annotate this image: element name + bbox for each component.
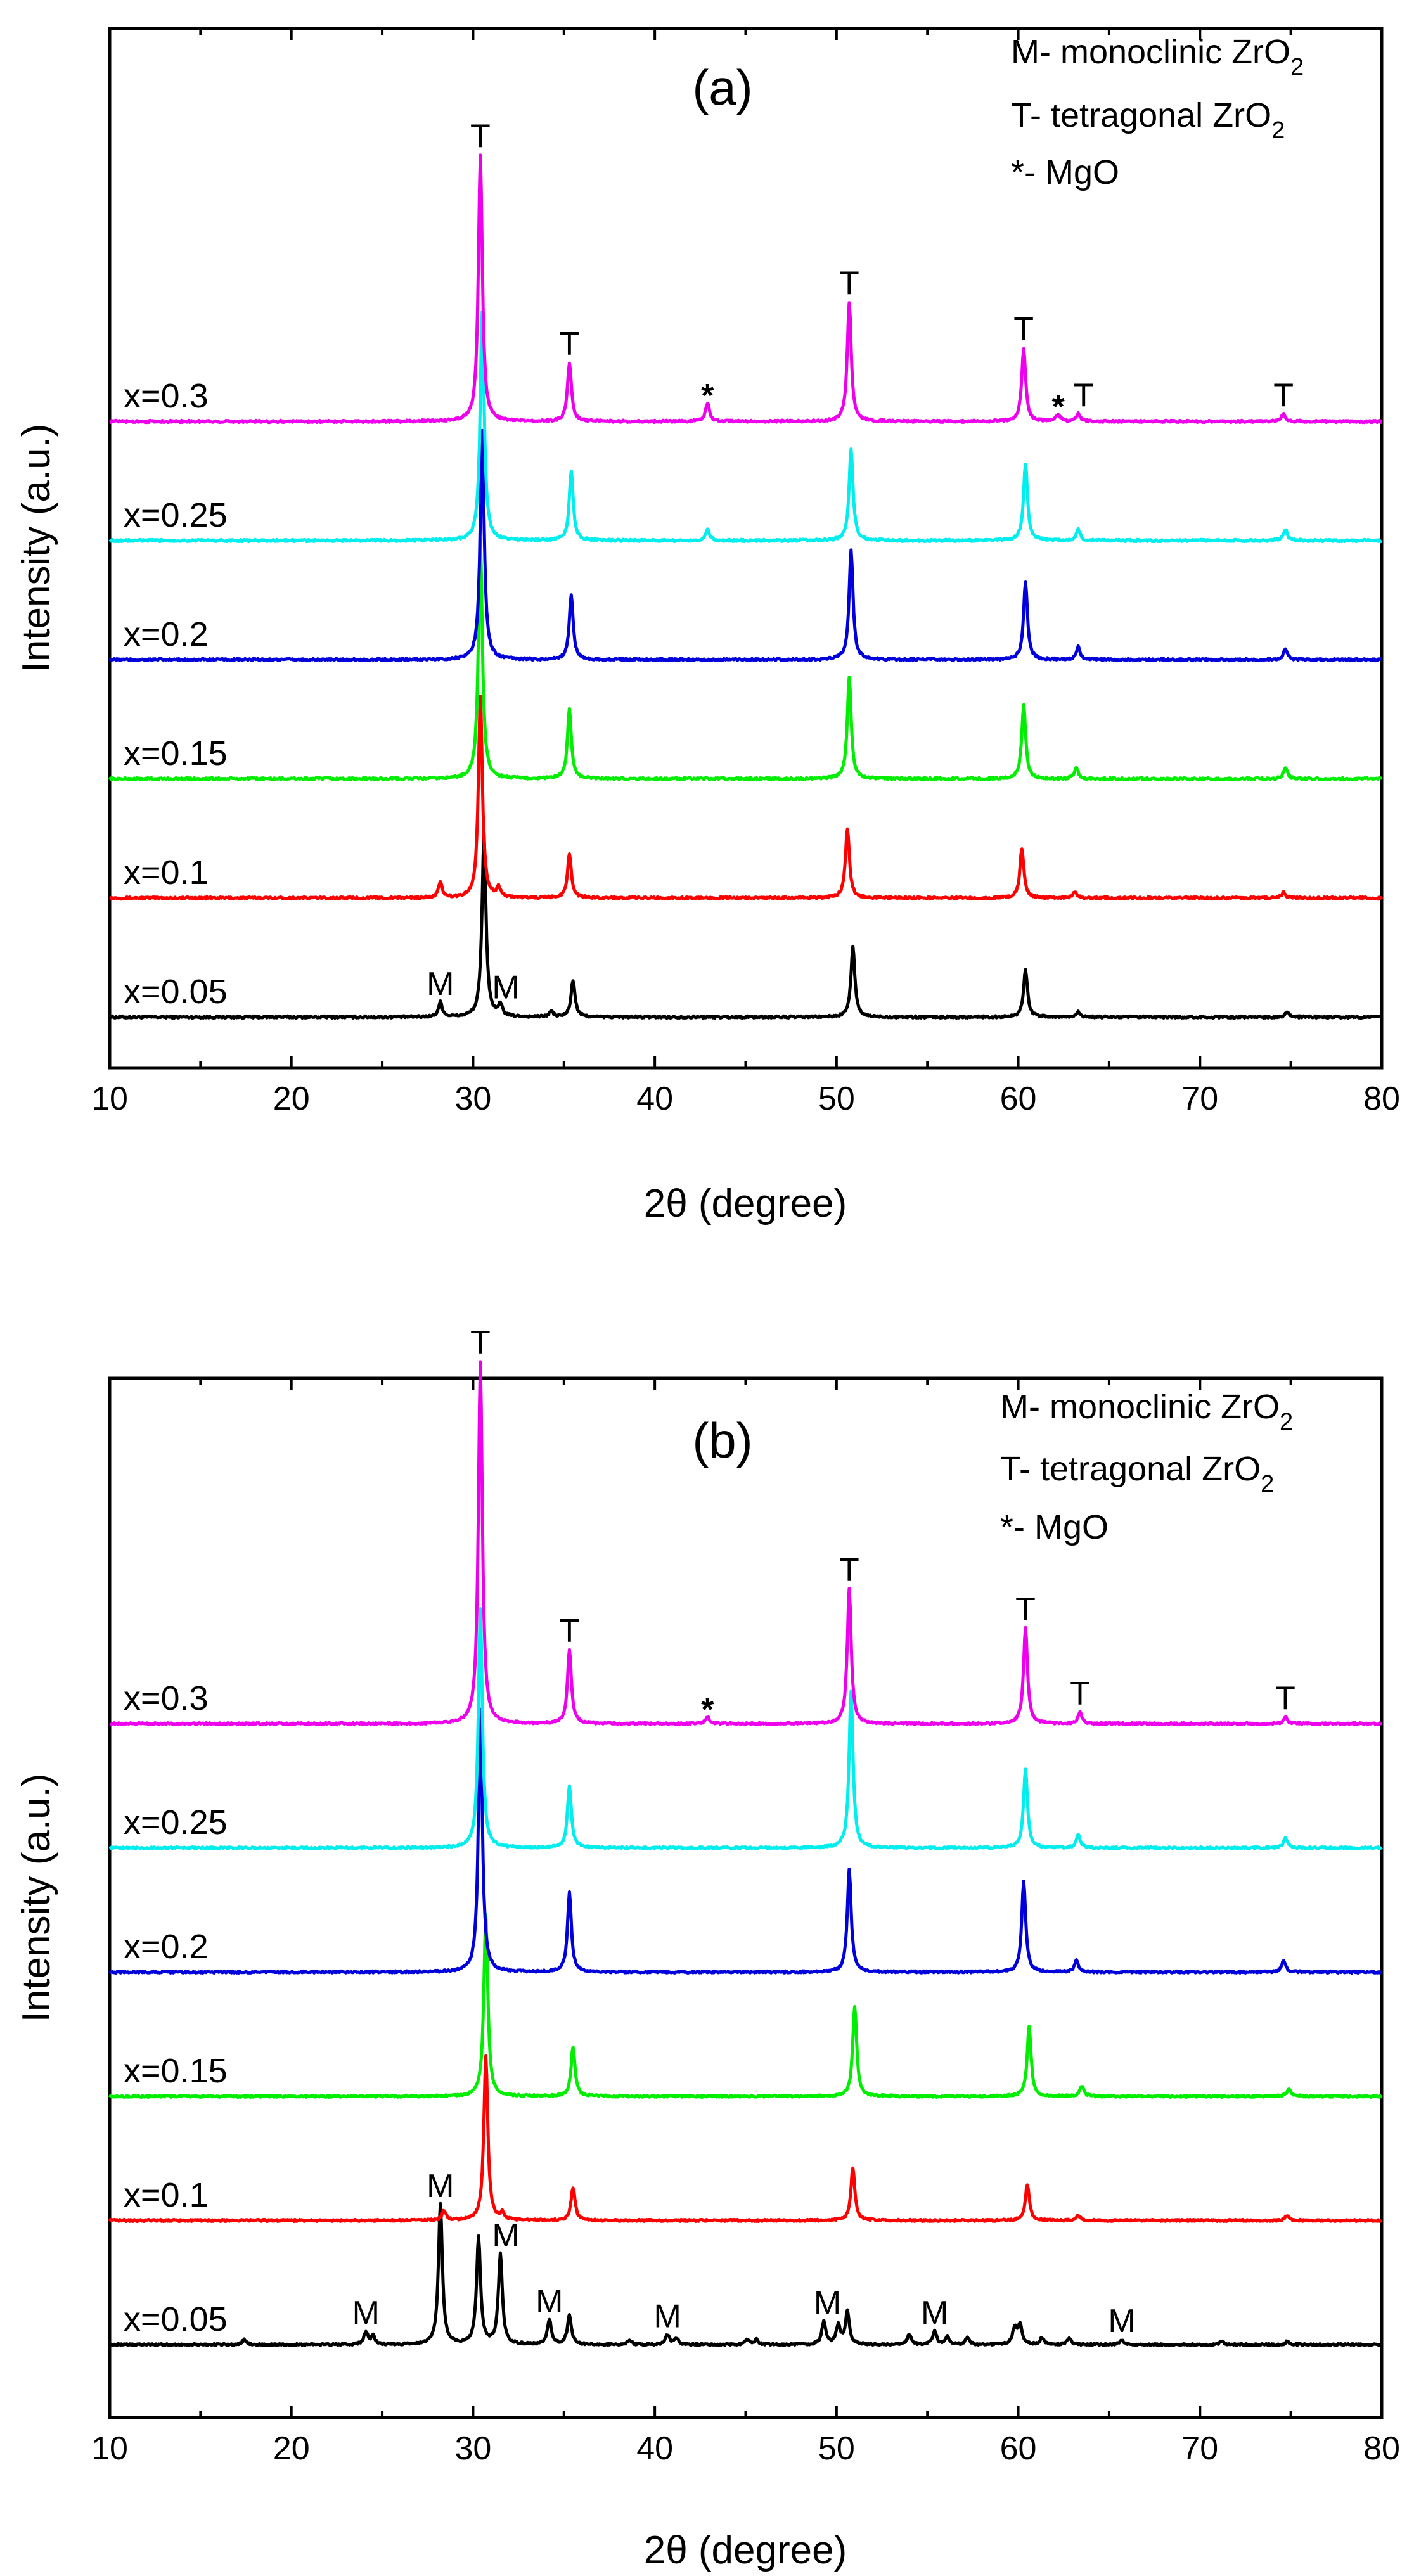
x-tick-label: 50 (818, 2430, 855, 2467)
series-label: x=0.15 (124, 734, 228, 772)
x-tick-label: 60 (1000, 1080, 1037, 1117)
trace-x=0.2 (108, 428, 1383, 663)
plot-frame-a (108, 27, 1384, 1070)
peak-annotations-a: TT*TT* T TM M (427, 119, 1294, 1006)
legend-item-monoclinic: M- monoclinic ZrO2 (1000, 1388, 1293, 1435)
peak-annotation: M (427, 2168, 454, 2205)
x-tick-label: 30 (455, 2430, 492, 2467)
series-label: x=0.25 (124, 1804, 228, 1842)
peak-annotation: T (1070, 1676, 1090, 1712)
legend-item-tetragonal: T- tetragonal ZrO2 (1011, 96, 1285, 144)
x-tick-label: 20 (273, 1080, 310, 1117)
peak-annotation: T (560, 326, 580, 362)
peak-annotation: T (1275, 1681, 1295, 1717)
trace-x=0.25 (108, 310, 1383, 544)
peak-annotation: M (654, 2298, 681, 2335)
peak-annotation: M (492, 970, 519, 1006)
legend-item-mgo: *- MgO (1011, 153, 1119, 191)
series-label: x=0.2 (124, 615, 209, 653)
x-tick-label: 70 (1181, 2430, 1218, 2467)
x-axis-title-b: 2θ (degree) (644, 2528, 847, 2572)
legend-item-monoclinic: M- monoclinic ZrO2 (1011, 33, 1304, 80)
x-axis-ticks-a: 10 20 30 40 50 60 70 80 (91, 29, 1400, 1117)
peak-annotation: M (814, 2285, 841, 2322)
series-label: x=0.2 (124, 1928, 209, 1966)
series-labels-b: x=0.05 x=0.1 x=0.15 x=0.2 x=0.25 x=0.3 (124, 1679, 228, 2338)
series-layer-a (108, 153, 1384, 1020)
series-label: x=0.3 (124, 1679, 209, 1717)
peak-annotation: T (1273, 377, 1294, 414)
panel-label-b: (b) (692, 1413, 752, 1468)
series-label: x=0.1 (124, 2176, 209, 2214)
series-label: x=0.15 (124, 2052, 228, 2090)
series-label: x=0.05 (124, 2300, 228, 2338)
x-tick-label: 70 (1181, 1080, 1218, 1117)
x-tick-label: 80 (1363, 1080, 1400, 1117)
x-tick-label: 50 (818, 1080, 855, 1117)
trace-x=0.25 (108, 1606, 1383, 1850)
peak-annotation: M (492, 2217, 519, 2254)
peak-annotation: T (560, 1613, 580, 1650)
peak-annotation: T (839, 1552, 859, 1589)
panel-a: TT*TT* T TM M x=0.05x=0.1x=0.15x=0.2x=0.25x… (15, 27, 1400, 1226)
x-tick-label: 40 (636, 1080, 673, 1117)
series-labels-a: x=0.05 x=0.1 x=0.15 x=0.2 x=0.25 x=0.3 (124, 377, 228, 1011)
peak-annotation: T (839, 266, 859, 302)
trace-x=0.15 (108, 1913, 1383, 2099)
panel-label-a: (a) (692, 60, 752, 115)
legend-b: M- monoclinic ZrO2 T- tetragonal ZrO2 *-… (1000, 1388, 1293, 1546)
x-axis-ticks-b: 10 20 30 40 50 60 70 80 (91, 1378, 1400, 2467)
x-tick-label: 10 (91, 1080, 128, 1117)
peak-annotation: T (470, 1324, 491, 1361)
peak-annotation: M (921, 2295, 948, 2331)
peak-annotation: M (352, 2295, 380, 2331)
trace-x=0.3 (108, 153, 1383, 425)
trace-x=0.05 (108, 830, 1383, 1020)
x-tick-label: 10 (91, 2430, 128, 2467)
trace-x=0.2 (108, 1707, 1383, 1975)
peak-annotation: * (701, 378, 714, 414)
peak-annotation: T (470, 119, 491, 155)
peak-annotation: M (1108, 2303, 1135, 2340)
peak-annotation: T (1074, 377, 1094, 414)
peak-annotation: * (701, 1692, 714, 1729)
legend-item-mgo: *- MgO (1000, 1508, 1109, 1546)
series-label: x=0.05 (124, 973, 228, 1011)
x-tick-label: 30 (455, 1080, 492, 1117)
trace-x=0.05 (108, 2201, 1384, 2347)
series-layer-b (108, 1360, 1384, 2347)
peak-annotation: T (1013, 311, 1034, 348)
peak-annotation: M (536, 2283, 563, 2320)
x-tick-label: 60 (1000, 2430, 1037, 2467)
x-tick-label: 80 (1363, 2430, 1400, 2467)
y-axis-title-a: Intensity (a.u.) (15, 424, 58, 673)
peak-annotation: * (1052, 388, 1065, 425)
y-axis-title-b: Intensity (a.u.) (15, 1774, 58, 2023)
x-axis-title-a: 2θ (degree) (644, 1182, 847, 1226)
trace-x=0.1 (108, 2054, 1383, 2223)
legend-item-tetragonal: T- tetragonal ZrO2 (1000, 1450, 1274, 1497)
series-label: x=0.25 (124, 496, 228, 534)
peak-annotation: T (1015, 1591, 1036, 1628)
trace-x=0.1 (108, 695, 1384, 901)
trace-x=0.15 (108, 537, 1383, 782)
plot-frame-b (108, 1376, 1384, 2419)
x-tick-label: 20 (273, 2430, 310, 2467)
legend-a: M- monoclinic ZrO2 T- tetragonal ZrO2 *-… (1011, 33, 1304, 191)
x-tick-label: 40 (636, 2430, 673, 2467)
trace-x=0.3 (108, 1360, 1383, 1726)
series-label: x=0.1 (124, 854, 209, 892)
peak-annotation: M (427, 966, 454, 1003)
series-label: x=0.3 (124, 377, 209, 415)
